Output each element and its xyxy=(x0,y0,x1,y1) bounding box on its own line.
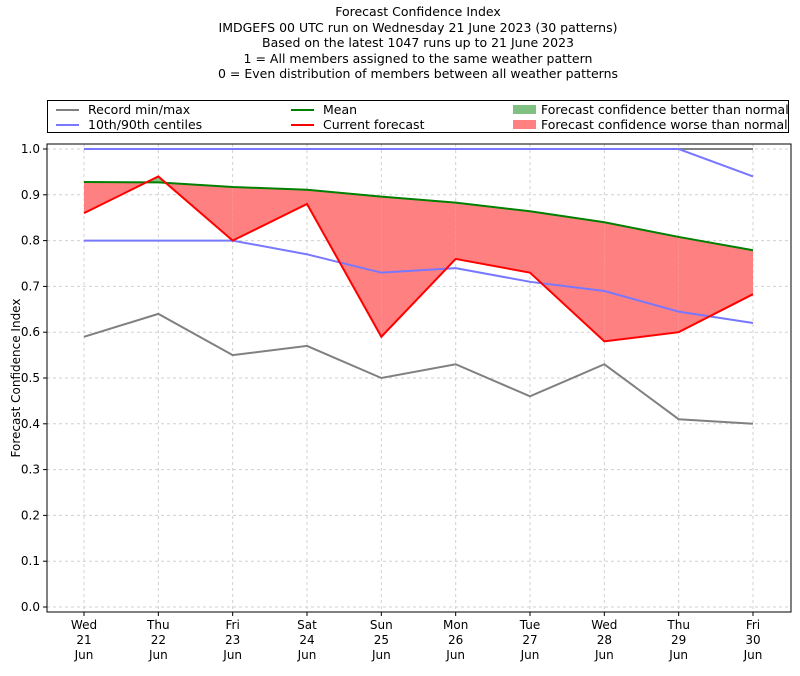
chart-subtitle-4: 0 = Even distribution of members between… xyxy=(217,66,619,81)
x-tick-label: Wed xyxy=(71,618,97,632)
fill-worse xyxy=(381,196,456,337)
fill-worse xyxy=(232,187,307,241)
x-tick-label: 22 xyxy=(151,633,166,647)
legend-swatch-record xyxy=(56,108,79,111)
chart-subtitle-2: Based on the latest 1047 runs up to 21 J… xyxy=(262,35,574,50)
x-tick-label: 25 xyxy=(374,633,389,647)
x-tick-label: Jun xyxy=(74,648,94,662)
x-tick-label: 27 xyxy=(522,633,537,647)
x-tick-label: Fri xyxy=(226,618,240,632)
y-tick-label: 0.3 xyxy=(21,463,40,477)
fill-worse xyxy=(678,236,753,333)
x-tick-label: Thu xyxy=(146,618,170,632)
x-tick-label: Mon xyxy=(443,618,468,632)
x-tick-label: 23 xyxy=(225,633,240,647)
fill-worse xyxy=(604,222,679,342)
legend-label-record: Record min/max xyxy=(88,102,191,117)
legend-label-better: Forecast confidence better than normal xyxy=(541,102,789,117)
x-tick-label: Thu xyxy=(666,618,690,632)
series-line-p10 xyxy=(84,239,754,325)
x-tick-label: Tue xyxy=(519,618,541,632)
legend-item-current: Current forecast xyxy=(291,117,424,132)
series-line-mean xyxy=(83,180,754,252)
x-tick-label: Jun xyxy=(371,648,391,662)
legend-swatch-centiles xyxy=(56,123,79,126)
x-tick-label: Wed xyxy=(591,618,617,632)
legend-swatch-better xyxy=(513,105,536,114)
legend-item-centiles: 10th/90th centiles xyxy=(56,117,202,132)
legend-item-worse: Forecast confidence worse than normal xyxy=(513,117,788,132)
fill-worse xyxy=(530,211,605,342)
x-tick-label: Jun xyxy=(222,648,242,662)
series-line-current xyxy=(83,175,754,343)
fill-areas xyxy=(84,176,753,342)
series-lines xyxy=(83,148,754,425)
legend-label-mean: Mean xyxy=(323,102,358,117)
x-axis: Wed21JunThu22JunFri23JunSat24JunSun25Jun… xyxy=(71,612,762,662)
chart-title-block: Forecast Confidence Index IMDGEFS 00 UTC… xyxy=(0,4,800,82)
y-tick-label: 0.2 xyxy=(21,508,40,522)
y-tick-label: 0.9 xyxy=(21,188,40,202)
legend-label-current: Current forecast xyxy=(323,117,425,132)
x-tick-label: 30 xyxy=(745,633,760,647)
legend-item-record: Record min/max xyxy=(56,102,190,117)
x-tick-label: Jun xyxy=(668,648,688,662)
x-tick-label: Jun xyxy=(594,648,614,662)
x-tick-label: 28 xyxy=(597,633,612,647)
y-tick-label: 0.7 xyxy=(21,279,40,293)
y-tick-label: 0.4 xyxy=(21,417,40,431)
y-axis: 0.0 0.1 0.2 0.3 0.4 0.5 0.6 0.7 0.8 0.9 1.0 xyxy=(21,142,47,614)
fill-worse xyxy=(455,202,530,273)
x-tick-label: Jun xyxy=(445,648,465,662)
series-line-p90 xyxy=(84,148,754,178)
y-axis-label: Forecast Confidence Index xyxy=(9,299,23,458)
chart-subtitle-3: 1 = All members assigned to the same wea… xyxy=(243,50,593,66)
y-tick-label: 0.8 xyxy=(21,234,40,248)
y-tick-label: 1.0 xyxy=(21,142,40,156)
x-tick-label: Jun xyxy=(743,648,763,662)
y-tick-label: 0.0 xyxy=(21,600,40,614)
x-tick-label: Jun xyxy=(520,648,540,662)
legend-swatch-worse xyxy=(513,120,536,129)
x-tick-label: 26 xyxy=(448,633,463,647)
x-tick-label: 29 xyxy=(671,633,686,647)
legend-swatch-mean xyxy=(291,108,314,111)
legend-swatch-current xyxy=(291,123,314,126)
y-tick-label: 0.1 xyxy=(21,554,40,568)
chart-subtitle-1: IMDGEFS 00 UTC run on Wednesday 21 June … xyxy=(218,19,618,35)
legend-label-centiles: 10th/90th centiles xyxy=(88,117,203,132)
legend-label-worse: Forecast confidence worse than normal xyxy=(541,117,788,132)
x-tick-label: Sun xyxy=(370,618,393,632)
legend-item-better: Forecast confidence better than normal xyxy=(513,102,789,117)
x-tick-label: Jun xyxy=(148,648,168,662)
y-tick-label: 0.5 xyxy=(21,371,40,385)
x-tick-label: Jun xyxy=(297,648,317,662)
x-tick-label: Sat xyxy=(297,618,317,632)
y-tick-label: 0.6 xyxy=(21,325,40,339)
x-tick-label: 24 xyxy=(299,633,314,647)
series-line-record-min xyxy=(83,312,754,425)
x-tick-label: 21 xyxy=(76,633,91,647)
legend-item-mean: Mean xyxy=(291,102,357,117)
chart-title: Forecast Confidence Index xyxy=(335,4,501,19)
legend: Record min/max 10th/90th centiles Mean C… xyxy=(47,100,789,133)
x-tick-label: Fri xyxy=(746,618,760,632)
